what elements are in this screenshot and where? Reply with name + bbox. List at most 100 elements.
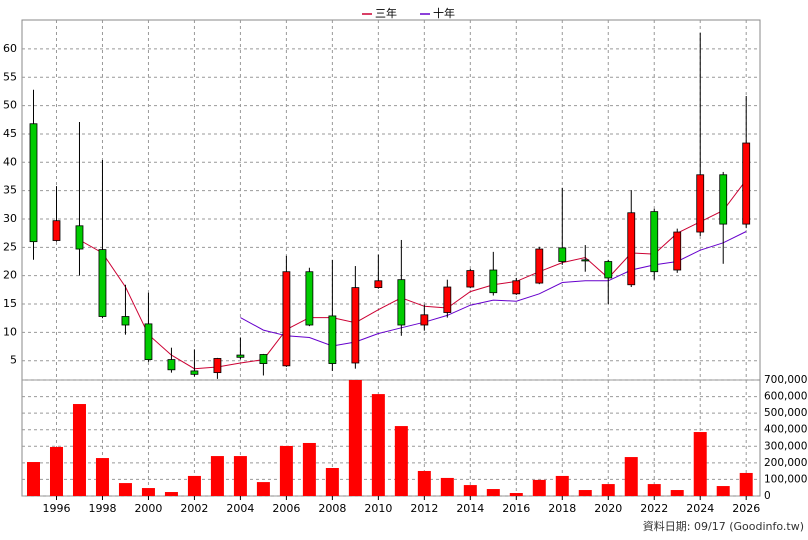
x-tick-label: 2024 bbox=[686, 502, 714, 515]
candle-body bbox=[535, 248, 544, 284]
ma-line bbox=[240, 231, 747, 347]
volume-bar bbox=[279, 445, 293, 496]
candle-body bbox=[558, 247, 567, 262]
y-tick-label: 25 bbox=[3, 240, 17, 253]
y-tick-label: 200,000 bbox=[764, 457, 807, 469]
volume-bar bbox=[555, 475, 569, 496]
y-tick-label: 500,000 bbox=[764, 407, 807, 419]
volume-bar bbox=[233, 456, 247, 496]
candle-body bbox=[98, 249, 107, 317]
candle-body bbox=[512, 280, 521, 295]
candle-body bbox=[52, 220, 61, 241]
y-tick-label: 600,000 bbox=[764, 391, 807, 403]
candle-body bbox=[443, 286, 452, 313]
volume-bar bbox=[647, 484, 661, 496]
candle-body bbox=[144, 323, 153, 360]
y-tick-label: 0 bbox=[764, 490, 771, 502]
candle-body bbox=[466, 270, 475, 288]
volume-bar bbox=[210, 456, 224, 496]
y-tick-label: 60 bbox=[3, 42, 17, 55]
volume-bar bbox=[302, 442, 316, 496]
y-tick-label: 45 bbox=[3, 127, 17, 140]
x-tick-label: 2006 bbox=[272, 502, 300, 515]
volume-bar bbox=[118, 483, 132, 496]
candle-body bbox=[351, 287, 360, 364]
volume-bar bbox=[325, 467, 339, 496]
volume-bar bbox=[624, 457, 638, 496]
y-tick-label: 10 bbox=[3, 325, 17, 338]
y-tick-label: 5 bbox=[10, 354, 17, 367]
y-tick-label: 400,000 bbox=[764, 424, 807, 436]
y-tick-label: 300,000 bbox=[764, 440, 807, 452]
y-tick-label: 35 bbox=[3, 184, 17, 197]
y-tick-label: 55 bbox=[3, 70, 17, 83]
candle-body bbox=[213, 358, 222, 374]
x-tick-label: 2014 bbox=[456, 502, 484, 515]
x-tick-label: 1996 bbox=[42, 502, 70, 515]
x-tick-label: 2010 bbox=[364, 502, 392, 515]
volume-bar bbox=[716, 486, 730, 496]
volume-bar bbox=[95, 458, 109, 496]
y-tick-label: 20 bbox=[3, 269, 17, 282]
candle-body bbox=[742, 142, 751, 225]
candle-body bbox=[75, 225, 84, 250]
volume-bar bbox=[532, 479, 546, 496]
candle-body bbox=[29, 123, 38, 243]
volume-bar bbox=[417, 470, 431, 496]
y-tick-label: 40 bbox=[3, 155, 17, 168]
candle-body bbox=[190, 370, 199, 375]
y-tick-label: 700,000 bbox=[764, 374, 807, 386]
candle-body bbox=[259, 354, 268, 364]
volume-bar bbox=[49, 446, 63, 496]
candle-body bbox=[604, 261, 613, 279]
volume-bar bbox=[509, 493, 523, 496]
x-tick-label: 2002 bbox=[180, 502, 208, 515]
candle-body bbox=[719, 174, 728, 225]
candle-body bbox=[581, 259, 590, 262]
candle-body bbox=[374, 280, 383, 288]
candle-body bbox=[328, 315, 337, 364]
volume-bar bbox=[394, 426, 408, 496]
candle-body bbox=[650, 211, 659, 273]
x-tick-label: 2026 bbox=[732, 502, 760, 515]
volume-bar bbox=[670, 490, 684, 496]
x-tick-label: 2020 bbox=[594, 502, 622, 515]
legend-label: 十年 bbox=[433, 6, 455, 20]
volume-bar bbox=[72, 404, 86, 496]
x-tick-label: 2016 bbox=[502, 502, 530, 515]
x-tick-label: 2008 bbox=[318, 502, 346, 515]
candle-body bbox=[397, 279, 406, 326]
x-tick-label: 1998 bbox=[88, 502, 116, 515]
candle-body bbox=[236, 354, 245, 358]
volume-bar bbox=[164, 492, 178, 496]
volume-bar bbox=[26, 462, 40, 496]
volume-bar bbox=[187, 475, 201, 496]
volume-bar bbox=[371, 394, 385, 496]
volume-bar bbox=[578, 490, 592, 496]
volume-bar bbox=[463, 485, 477, 496]
y-tick-label: 15 bbox=[3, 297, 17, 310]
footer: 資料日期: 09/17 (Goodinfo.tw) bbox=[643, 519, 804, 533]
x-tick-label: 2004 bbox=[226, 502, 254, 515]
volume-bar bbox=[601, 484, 615, 496]
candle-body bbox=[420, 314, 429, 326]
x-tick-label: 2000 bbox=[134, 502, 162, 515]
volume-bar bbox=[693, 432, 707, 496]
volume-bar bbox=[348, 380, 362, 496]
plot-frame bbox=[21, 19, 761, 497]
legend-label: 三年 bbox=[375, 6, 397, 20]
y-tick-label: 30 bbox=[3, 212, 17, 225]
candle-body bbox=[673, 231, 682, 271]
volume-bar bbox=[739, 472, 753, 496]
candle-body bbox=[167, 359, 176, 371]
candle-body bbox=[696, 174, 705, 233]
volume-bar bbox=[141, 488, 155, 496]
candle-body bbox=[282, 271, 291, 367]
candle-body bbox=[489, 269, 498, 294]
candle-body bbox=[305, 271, 314, 326]
x-tick-label: 2012 bbox=[410, 502, 438, 515]
volume-bar bbox=[256, 482, 270, 496]
x-tick-label: 2022 bbox=[640, 502, 668, 515]
volume-bar bbox=[486, 489, 500, 496]
